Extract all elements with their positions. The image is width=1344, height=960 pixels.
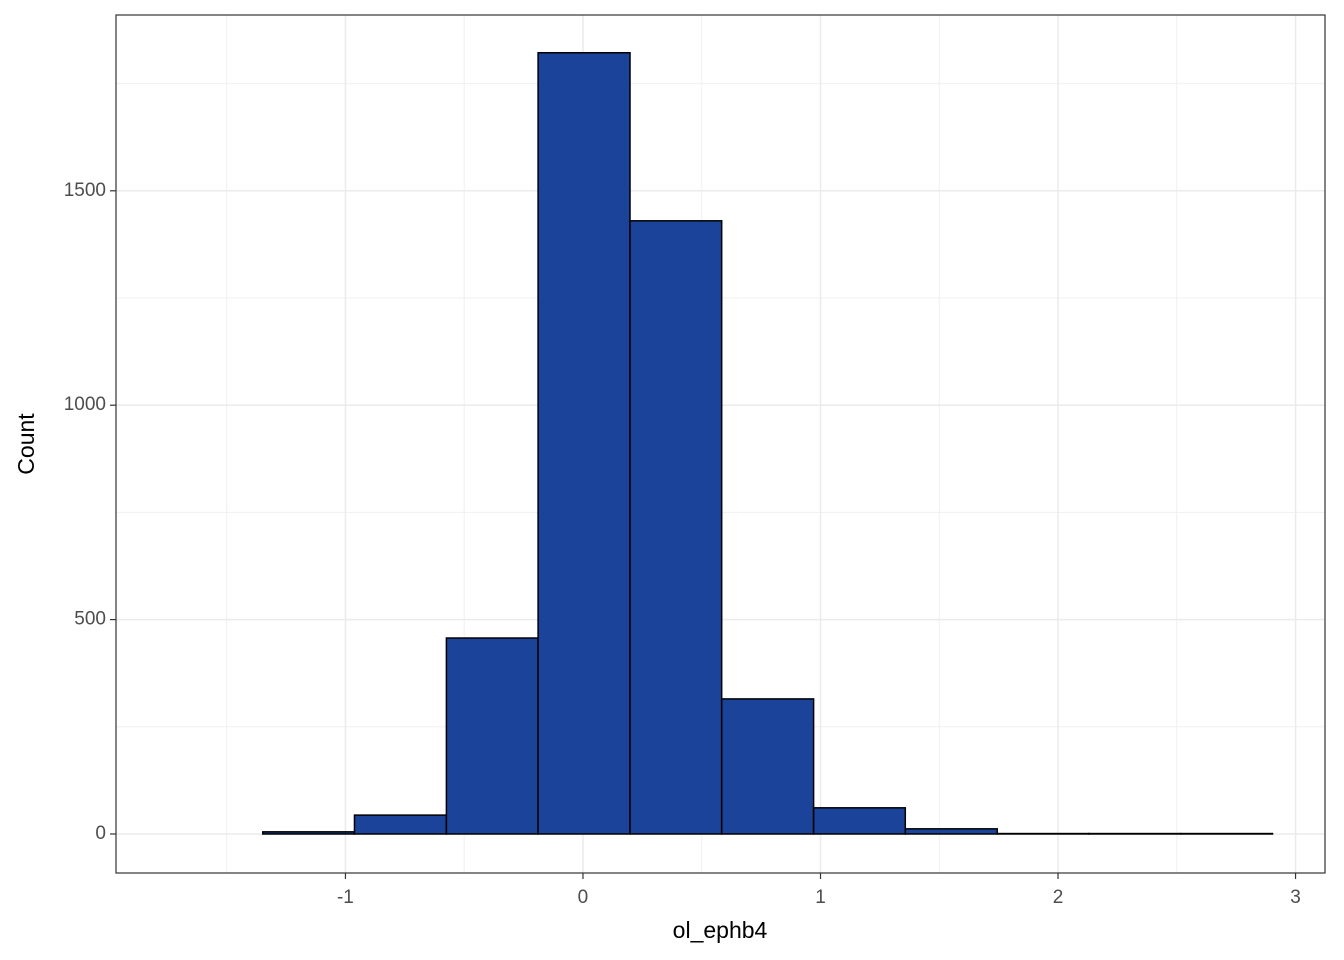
y-tick-label: 500 [74,609,106,630]
bar [262,831,356,835]
bar [812,807,907,835]
y-tick-label: 0 [95,823,106,844]
x-tick-label: 3 [1290,887,1301,908]
x-tick-label: 0 [578,887,589,908]
x-axis-title: ol_ephb4 [673,917,768,943]
y-tick-label: 1500 [64,180,106,201]
bar [629,220,723,835]
x-tick-label: 2 [1053,887,1064,908]
x-tick-label: -1 [337,887,354,908]
bar [537,51,631,835]
y-axis-title: Count [13,413,39,475]
bar [720,698,815,835]
bar [904,828,998,835]
bar [445,637,539,835]
x-tick-label: 1 [815,887,826,908]
panel-border [115,14,1326,874]
y-tick-label: 1000 [64,394,106,415]
bar [353,814,448,835]
